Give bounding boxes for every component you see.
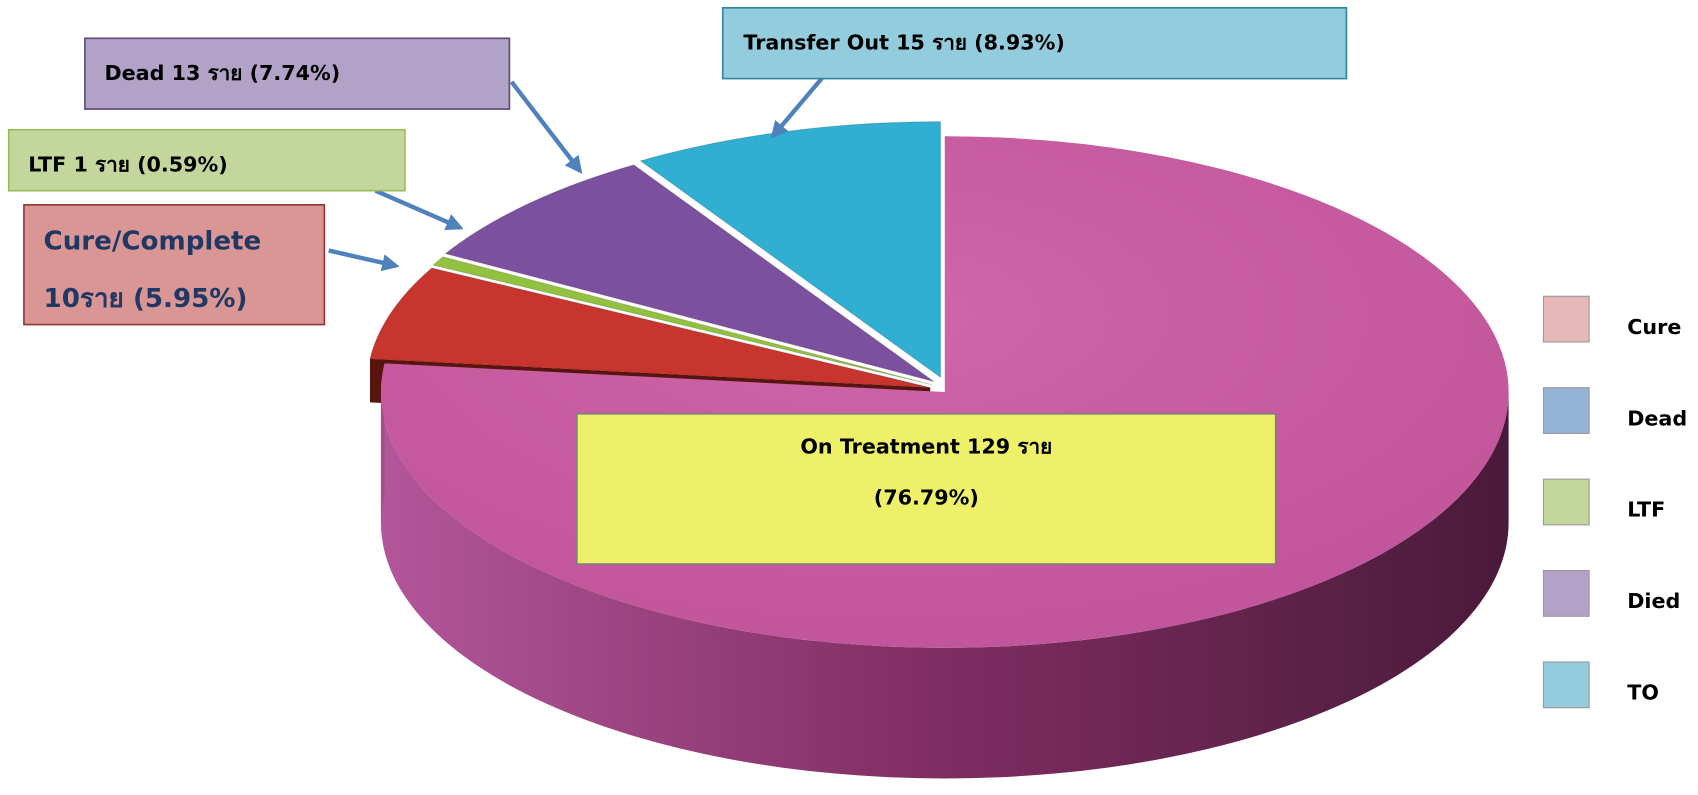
legend-label: Dead — [1627, 406, 1687, 430]
label-box — [7, 128, 406, 192]
arrow — [328, 248, 400, 272]
data-label: On Treatment 129 ราย — [800, 435, 1052, 459]
arrow — [509, 80, 583, 174]
slice — [369, 267, 931, 389]
label-box — [576, 413, 1277, 565]
legend-label: LTF — [1627, 498, 1665, 522]
legend: Cure Dead LTF Died TO — [1542, 295, 1687, 709]
label-box — [84, 37, 511, 110]
data-label: 10ราย (5.95%) — [44, 284, 248, 314]
data-labels: On Treatment 129 ราย (76.79%) Cure/Complet… — [7, 7, 1348, 565]
label-box — [23, 204, 326, 326]
legend-label: Cure — [1627, 315, 1681, 339]
slice-side — [380, 392, 1509, 779]
data-label: Dead 13 ราย (7.74%) — [104, 61, 340, 85]
legend-swatch — [1542, 387, 1590, 434]
label-box — [721, 7, 1348, 80]
legend-swatch — [1542, 478, 1590, 526]
legend-label: TO — [1627, 681, 1659, 705]
slice — [431, 256, 932, 386]
data-label: Transfer Out 15 ราย (8.93%) — [743, 31, 1064, 55]
arrow — [374, 188, 464, 231]
legend-label: Died — [1627, 589, 1680, 613]
data-label: LTF 1 ราย (0.59%) — [28, 153, 227, 177]
slice — [444, 164, 935, 383]
data-label: Cure/Complete — [44, 226, 262, 256]
data-label: (76.79%) — [874, 486, 979, 510]
legend-swatch — [1542, 295, 1590, 343]
legend-swatch — [1542, 570, 1590, 617]
legend-swatch — [1542, 661, 1590, 709]
